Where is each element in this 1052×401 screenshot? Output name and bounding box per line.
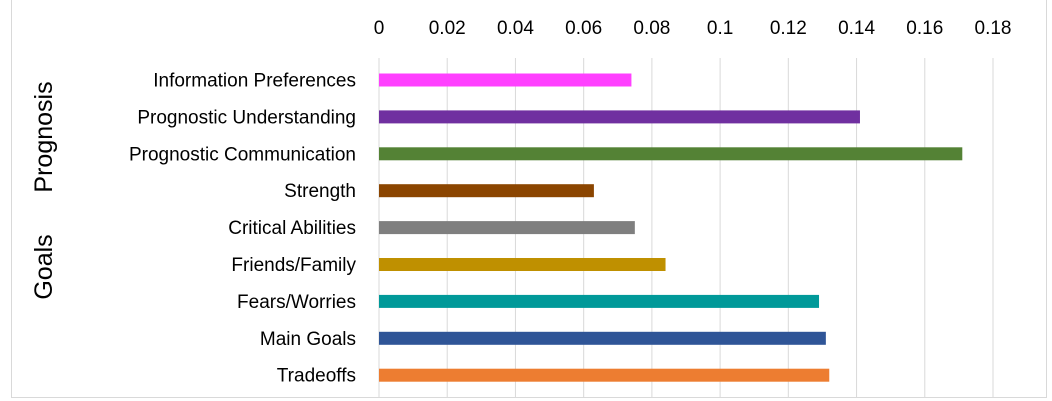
x-tick-label: 0.06: [565, 18, 602, 39]
x-tick-label: 0.18: [975, 18, 1012, 39]
bar: [379, 258, 666, 271]
x-tick-label: 0.08: [633, 18, 670, 39]
category-label: Prognostic Communication: [129, 144, 356, 165]
category-label: Fears/Worries: [237, 292, 356, 313]
x-tick-label: 0.12: [770, 18, 807, 39]
x-tick-label: 0.02: [429, 18, 466, 39]
group-labels: Prognosis Goals: [30, 81, 58, 299]
group-label: Prognosis: [30, 81, 58, 192]
category-label: Strength: [284, 181, 356, 202]
x-tick-label: 0.16: [906, 18, 943, 39]
bar: [379, 110, 860, 124]
bar: [379, 73, 632, 87]
chart-frame: [11, 0, 1047, 398]
x-tick-label: 0.04: [497, 18, 534, 39]
category-label: Main Goals: [260, 329, 356, 350]
category-label: Information Preferences: [153, 71, 356, 92]
bar: [379, 294, 820, 308]
bar: [379, 184, 594, 198]
x-tick-labels: 0 0.02 0.04 0.06 0.08 0.1 0.12 0.14 0.16 0.18: [374, 18, 1012, 39]
category-label: Critical Abilities: [228, 218, 356, 239]
bars: [379, 73, 963, 382]
category-labels: Information Preferences Prognostic Unders…: [129, 71, 357, 387]
bar: [379, 368, 830, 382]
bar: [379, 147, 963, 161]
x-tick-label: 0.14: [838, 18, 875, 39]
group-label: Goals: [30, 234, 58, 299]
category-label: Tradeoffs: [277, 366, 356, 387]
x-tick-label: 0.1: [707, 18, 733, 39]
x-tick-label: 0: [374, 18, 385, 39]
category-label: Prognostic Understanding: [137, 107, 356, 128]
bar: [379, 331, 826, 345]
bar: [379, 221, 635, 235]
category-label: Friends/Family: [231, 255, 356, 276]
